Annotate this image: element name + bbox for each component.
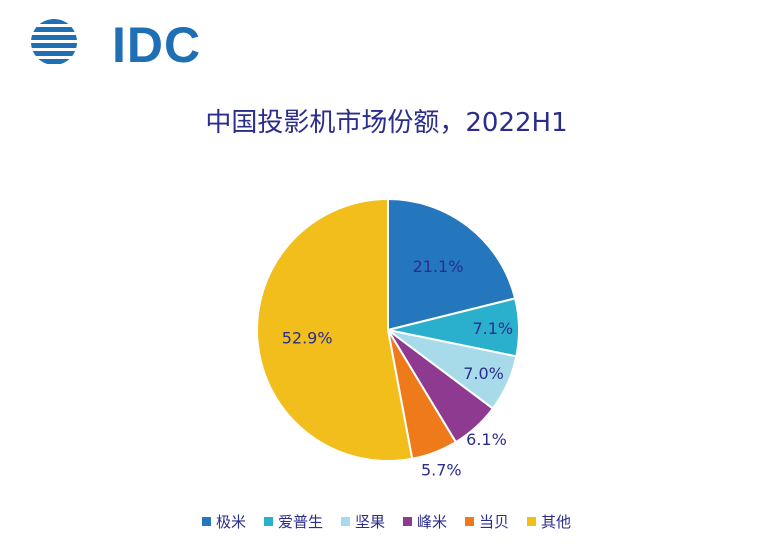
pie-chart: 21.1% 7.1% 7.0% 6.1%5.7% 52.9%: [256, 197, 520, 480]
legend-label: 当贝: [479, 513, 510, 531]
legend-swatch: [465, 517, 475, 526]
legend-label: 其他: [541, 513, 572, 531]
chart-title: 中国投影机市场份额，2022H1: [205, 108, 568, 138]
legend-label: 峰米: [417, 513, 448, 531]
legend-swatch: [403, 517, 412, 526]
legend-item-1: 爱普生: [263, 511, 323, 532]
logo-text: IDC: [112, 17, 202, 73]
idc-logo: IDC: [28, 14, 208, 70]
legend-item-4: 当贝: [465, 511, 509, 532]
legend-label: 极米: [215, 513, 246, 531]
legend-swatch: [527, 517, 537, 526]
legend-item-0: 极米: [201, 511, 246, 532]
pie-slice-5: [256, 197, 414, 462]
globe-icon: [31, 19, 77, 64]
slice-label-5: 52.9%: [282, 329, 333, 348]
legend: 极米 爱普生 坚果 峰米 当贝 其他: [0, 511, 773, 532]
slice-label-1: 7.1%: [472, 319, 513, 338]
slice-label-0: 21.1%: [413, 257, 464, 276]
slice-label-3: 6.1%: [466, 430, 507, 449]
legend-swatch: [201, 517, 211, 526]
pie-slice-0: [387, 197, 517, 332]
legend-item-2: 坚果: [340, 511, 385, 532]
legend-swatch: [263, 517, 273, 526]
legend-label: 坚果: [354, 513, 385, 531]
slice-label-2: 7.0%: [463, 364, 504, 383]
slice-label-4: 5.7%: [421, 461, 462, 480]
legend-label: 爱普生: [277, 513, 323, 531]
legend-item-5: 其他: [527, 511, 571, 532]
legend-item-3: 峰米: [403, 511, 447, 532]
legend-swatch: [340, 517, 350, 526]
